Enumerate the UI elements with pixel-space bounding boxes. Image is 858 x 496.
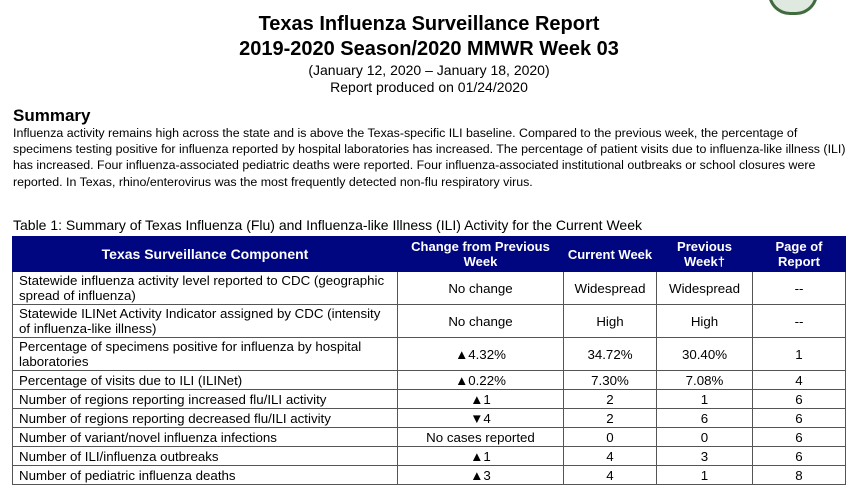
row-current: 4 <box>563 446 657 466</box>
row-page: 6 <box>752 408 846 428</box>
report-produced-date: Report produced on 01/24/2020 <box>330 79 528 95</box>
row-component: Statewide influenza activity level repor… <box>12 271 398 305</box>
table-caption: Table 1: Summary of Texas Influenza (Flu… <box>13 217 642 233</box>
row-change: No change <box>397 271 564 305</box>
row-current: 2 <box>563 389 657 409</box>
header-change: Change from Previous Week <box>397 236 564 272</box>
row-change: No change <box>397 304 564 338</box>
row-component: Number of variant/novel influenza infect… <box>12 427 398 447</box>
row-change: ▲1 <box>397 446 564 466</box>
row-current: High <box>563 304 657 338</box>
row-current: 7.30% <box>563 370 657 390</box>
row-previous: 6 <box>656 408 753 428</box>
table-row: Number of variant/novel influenza infect… <box>12 427 846 447</box>
report-date-range: (January 12, 2020 – January 18, 2020) <box>308 62 550 78</box>
row-change: ▲0.22% <box>397 370 564 390</box>
row-component: Number of ILI/influenza outbreaks <box>12 446 398 466</box>
header-page: Page of Report <box>752 236 846 272</box>
table-header-row: Texas Surveillance Component Change from… <box>12 236 846 272</box>
header-previous-week: Previous Week† <box>656 236 753 272</box>
row-previous: 0 <box>656 427 753 447</box>
row-previous: High <box>656 304 753 338</box>
row-current: 34.72% <box>563 337 657 371</box>
summary-text: Influenza activity remains high across t… <box>13 126 846 189</box>
row-page: 6 <box>752 427 846 447</box>
row-change: ▲4.32% <box>397 337 564 371</box>
surveillance-table: Texas Surveillance Component Change from… <box>12 236 846 485</box>
row-previous: 1 <box>656 465 753 485</box>
row-page: 4 <box>752 370 846 390</box>
table-row: Number of regions reporting increased fl… <box>12 389 846 409</box>
table-row: Number of regions reporting decreased fl… <box>12 408 846 428</box>
table-row: Percentage of visits due to ILI (ILINet)… <box>12 370 846 390</box>
header-current-week: Current Week <box>563 236 657 272</box>
table-row: Statewide influenza activity level repor… <box>12 271 846 305</box>
table-row: Number of ILI/influenza outbreaks ▲1 4 3… <box>12 446 846 466</box>
row-change: ▲3 <box>397 465 564 485</box>
row-change: ▲1 <box>397 389 564 409</box>
row-page: 8 <box>752 465 846 485</box>
row-component: Statewide ILINet Activity Indicator assi… <box>12 304 398 338</box>
summary-heading: Summary <box>13 106 91 125</box>
row-component: Percentage of specimens positive for inf… <box>12 337 398 371</box>
row-component: Number of regions reporting decreased fl… <box>12 408 398 428</box>
table-row: Number of pediatric influenza deaths ▲3 … <box>12 465 846 485</box>
row-previous: 3 <box>656 446 753 466</box>
table-row: Percentage of specimens positive for inf… <box>12 337 846 371</box>
row-change: No cases reported <box>397 427 564 447</box>
row-page: 6 <box>752 389 846 409</box>
report-subtitle: 2019-2020 Season/2020 MMWR Week 03 <box>239 38 619 60</box>
row-current: Widespread <box>563 271 657 305</box>
row-current: 2 <box>563 408 657 428</box>
row-previous: 7.08% <box>656 370 753 390</box>
row-page: 6 <box>752 446 846 466</box>
row-component: Percentage of visits due to ILI (ILINet) <box>12 370 398 390</box>
row-current: 4 <box>563 465 657 485</box>
row-component: Number of pediatric influenza deaths <box>12 465 398 485</box>
row-previous: 30.40% <box>656 337 753 371</box>
row-previous: Widespread <box>656 271 753 305</box>
row-current: 0 <box>563 427 657 447</box>
row-change: ▼4 <box>397 408 564 428</box>
row-component: Number of regions reporting increased fl… <box>12 389 398 409</box>
table-row: Statewide ILINet Activity Indicator assi… <box>12 304 846 338</box>
report-title: Texas Influenza Surveillance Report <box>258 13 600 35</box>
row-page: 1 <box>752 337 846 371</box>
row-page: -- <box>752 304 846 338</box>
row-previous: 1 <box>656 389 753 409</box>
row-page: -- <box>752 271 846 305</box>
header-component: Texas Surveillance Component <box>12 236 398 272</box>
